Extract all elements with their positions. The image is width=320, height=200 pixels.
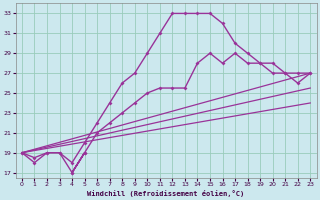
X-axis label: Windchill (Refroidissement éolien,°C): Windchill (Refroidissement éolien,°C) <box>87 190 245 197</box>
